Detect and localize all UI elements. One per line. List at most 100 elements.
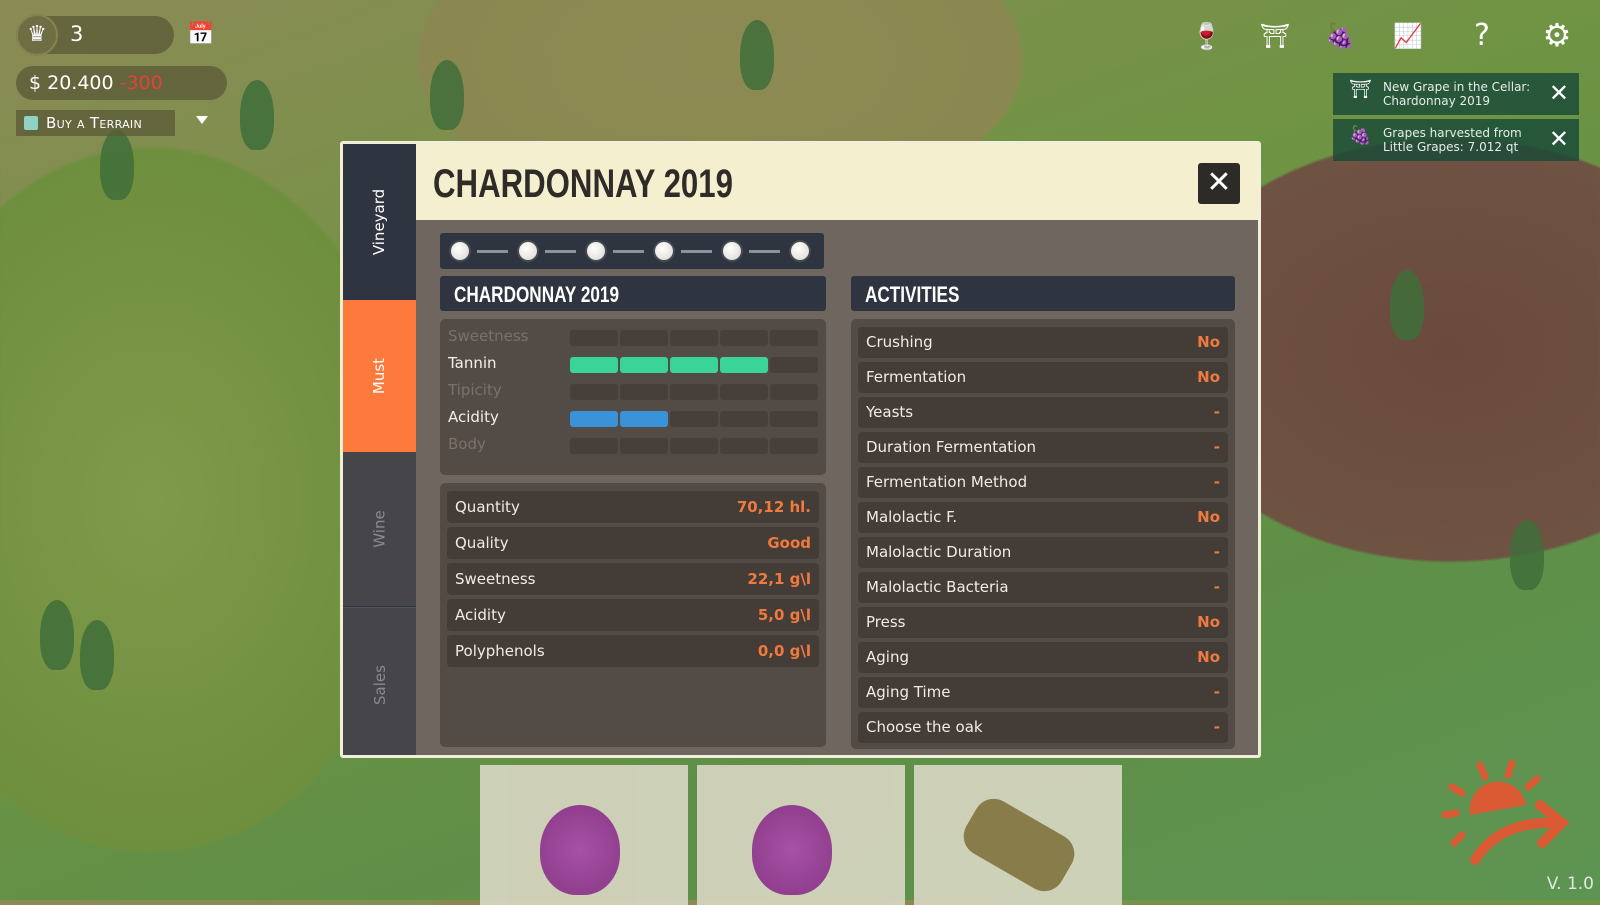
attribute-level-filled bbox=[620, 411, 668, 427]
activity-value: No bbox=[1197, 333, 1220, 351]
activity-value: - bbox=[1213, 438, 1220, 456]
stepper-dot[interactable] bbox=[723, 242, 741, 260]
activity-value: No bbox=[1197, 368, 1220, 386]
buy-terrain-button[interactable]: Buy a Terrain bbox=[16, 110, 175, 136]
stat-label: Quantity bbox=[455, 498, 520, 516]
tab-must[interactable]: Must bbox=[343, 300, 416, 452]
attribute-label: Tannin bbox=[448, 354, 497, 372]
stepper-connector bbox=[545, 250, 576, 253]
tab-label: Wine bbox=[370, 510, 389, 548]
activity-row[interactable]: Fermentation Method - bbox=[858, 467, 1228, 498]
close-icon: ✕ bbox=[1206, 165, 1232, 200]
building-card-barrel[interactable] bbox=[914, 765, 1122, 905]
activity-label: Fermentation Method bbox=[866, 473, 1028, 491]
next-day-icon[interactable] bbox=[1440, 755, 1570, 875]
activity-row[interactable]: Crushing No bbox=[858, 327, 1228, 358]
press-icon: ⛩ bbox=[1349, 79, 1372, 100]
attribute-level-filled bbox=[570, 357, 618, 373]
press-icon[interactable]: ⛩ bbox=[1259, 22, 1291, 50]
activity-row[interactable]: Aging No bbox=[858, 642, 1228, 673]
activity-row[interactable]: Choose the oak - bbox=[858, 712, 1228, 743]
attribute-level-empty bbox=[570, 384, 618, 400]
attribute-level-empty bbox=[770, 384, 818, 400]
grapes-icon[interactable]: 🍇 bbox=[1325, 22, 1355, 50]
stepper-connector bbox=[749, 250, 780, 253]
stepper-connector bbox=[613, 250, 644, 253]
activity-row[interactable]: Malolactic Bacteria - bbox=[858, 572, 1228, 603]
grapes-icon: 🍇 bbox=[1349, 125, 1372, 146]
activity-label: Fermentation bbox=[866, 368, 967, 386]
tree bbox=[40, 600, 74, 670]
activity-value: No bbox=[1197, 648, 1220, 666]
stat-label: Sweetness bbox=[455, 570, 536, 588]
activity-row[interactable]: Malolactic Duration - bbox=[858, 537, 1228, 568]
close-icon[interactable]: ✕ bbox=[1548, 79, 1569, 107]
activity-row[interactable]: Malolactic F. No bbox=[858, 502, 1228, 533]
calendar-icon[interactable]: 📅 bbox=[187, 22, 215, 47]
tab-label: Sales bbox=[370, 664, 389, 705]
stepper-dot[interactable] bbox=[655, 242, 673, 260]
activity-label: Malolactic Bacteria bbox=[866, 578, 1009, 596]
wine-icon[interactable]: 🍷 bbox=[1190, 22, 1224, 52]
stepper-connector bbox=[681, 250, 712, 253]
activities-header-title: ACTIVITIES bbox=[865, 282, 960, 307]
tree bbox=[430, 60, 464, 130]
stat-value: 70,12 hl. bbox=[736, 498, 811, 516]
attribute-level-empty bbox=[670, 438, 718, 454]
tab-wine[interactable]: Wine bbox=[343, 452, 416, 606]
tree bbox=[240, 80, 274, 150]
attribute-level-empty bbox=[770, 411, 818, 427]
stepper-dot[interactable] bbox=[519, 242, 537, 260]
activity-label: Malolactic F. bbox=[866, 508, 958, 526]
notification-new-grape[interactable]: ⛩ New Grape in the Cellar: Chardonnay 201… bbox=[1333, 73, 1579, 115]
must-header: CHARDONNAY 2019 bbox=[440, 276, 826, 311]
stepper-dot[interactable] bbox=[791, 242, 809, 260]
stat-row: Quantity 70,12 hl. bbox=[447, 491, 819, 523]
activity-label: Malolactic Duration bbox=[866, 543, 1012, 561]
attribute-label: Sweetness bbox=[448, 327, 529, 345]
level-value: 3 bbox=[70, 22, 84, 46]
activity-row[interactable]: Fermentation No bbox=[858, 362, 1228, 393]
grape-icon bbox=[540, 805, 620, 895]
building-card-grape-1[interactable] bbox=[480, 765, 688, 905]
activity-row[interactable]: Press No bbox=[858, 607, 1228, 638]
close-button[interactable]: ✕ bbox=[1198, 163, 1240, 204]
buy-terrain-label: Buy a Terrain bbox=[46, 114, 142, 132]
money-display: $ 20.400 -300 bbox=[16, 66, 227, 100]
stepper-dot[interactable] bbox=[451, 242, 469, 260]
attribute-level-empty bbox=[720, 438, 768, 454]
must-header-title: CHARDONNAY 2019 bbox=[454, 282, 619, 307]
tab-label: Vineyard bbox=[370, 188, 389, 256]
attribute-level-filled bbox=[570, 411, 618, 427]
attribute-level-empty bbox=[620, 384, 668, 400]
building-card-grape-2[interactable] bbox=[697, 765, 905, 905]
dialog-header: CHARDONNAY 2019 ✕ bbox=[416, 144, 1258, 220]
attribute-level-empty bbox=[670, 330, 718, 346]
activity-row[interactable]: Yeasts - bbox=[858, 397, 1228, 428]
tree bbox=[100, 130, 134, 200]
must-dialog: Vineyard Must Wine Sales CHARDONNAY 2019… bbox=[340, 141, 1261, 758]
help-icon[interactable]: ? bbox=[1474, 18, 1490, 53]
notification-text: New Grape in the Cellar: Chardonnay 2019 bbox=[1383, 80, 1531, 108]
stat-label: Polyphenols bbox=[455, 642, 545, 660]
settings-icon[interactable]: ⚙ bbox=[1542, 16, 1572, 54]
activity-label: Aging Time bbox=[866, 683, 951, 701]
money-change: -300 bbox=[119, 72, 163, 94]
stepper-dot[interactable] bbox=[587, 242, 605, 260]
stats-icon[interactable]: 📈 bbox=[1393, 22, 1423, 50]
activity-row[interactable]: Aging Time - bbox=[858, 677, 1228, 708]
stats-panel: Quantity 70,12 hl. Quality Good Sweetness 22,… bbox=[440, 483, 826, 747]
tab-sales[interactable]: Sales bbox=[343, 607, 416, 755]
notification-harvest[interactable]: 🍇 Grapes harvested from Little Grapes: 7.… bbox=[1333, 119, 1579, 161]
stat-label: Acidity bbox=[455, 606, 506, 624]
activity-label: Crushing bbox=[866, 333, 933, 351]
chevron-down-icon[interactable] bbox=[196, 116, 208, 124]
grape-icon bbox=[752, 805, 832, 895]
attribute-level-empty bbox=[720, 411, 768, 427]
terrain-color-swatch bbox=[24, 116, 38, 130]
close-icon[interactable]: ✕ bbox=[1548, 125, 1569, 153]
tab-label: Must bbox=[370, 357, 389, 395]
tree bbox=[1390, 270, 1424, 340]
activity-row[interactable]: Duration Fermentation - bbox=[858, 432, 1228, 463]
tab-vineyard[interactable]: Vineyard bbox=[343, 144, 416, 300]
